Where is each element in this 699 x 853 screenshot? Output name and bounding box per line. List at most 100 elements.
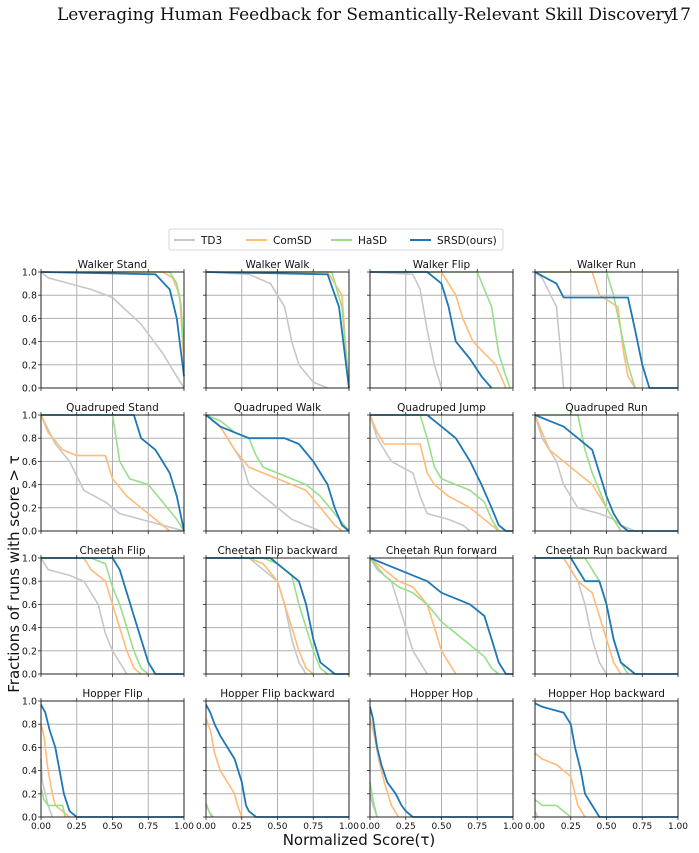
panel-hopper-flip-backward: Hopper Flip backward 0.00 0.25 0.50 0.75 1.00 [196, 688, 359, 832]
x-tick-label: 0.00 [196, 822, 216, 832]
x-tick-label: 0.75 [138, 822, 158, 832]
x-tick-label: 0.50 [267, 822, 287, 832]
series-line-comsd [41, 557, 142, 675]
series-line-td3 [534, 414, 636, 532]
y-tick-label: 0.8 [22, 577, 37, 588]
series-line-td3 [40, 271, 185, 389]
figure: TD3 ComSD HaSD SRSD(ours) Walker Stand 0.… [5, 228, 688, 849]
panel-title: Cheetah Flip [80, 545, 146, 557]
y-tick-label: 1.0 [22, 411, 37, 422]
legend-label-hasd: HaSD [358, 235, 387, 247]
panel-cheetah-run-forward: Cheetah Run forward [367, 545, 514, 677]
panel-walker-stand: Walker Stand 0.0 0.2 0.4 0.6 0.8 1.0 [22, 259, 185, 395]
x-tick-label: 0.75 [467, 822, 487, 832]
y-tick-label: 0.2 [22, 789, 37, 800]
y-tick-label: 0.2 [22, 646, 37, 657]
series-line-td3 [369, 414, 471, 532]
series-line-td3 [369, 271, 443, 389]
series-line-comsd [206, 557, 314, 675]
series-line-td3 [534, 271, 565, 389]
y-tick-label: 0.6 [22, 314, 37, 325]
x-tick-label: 0.00 [525, 822, 545, 832]
series-line-srsd [206, 557, 349, 675]
x-tick-label: 1.00 [503, 822, 523, 832]
legend: TD3 ComSD HaSD SRSD(ours) [168, 228, 504, 251]
panel-walker-flip: Walker Flip [367, 259, 514, 391]
series-line-hasd [41, 557, 149, 675]
y-tick-label: 0.0 [22, 384, 37, 395]
x-tick-label: 0.50 [431, 822, 451, 832]
y-tick-label: 0.8 [22, 434, 37, 445]
series-line-comsd [534, 752, 586, 818]
panel-title: Quadruped Jump [397, 402, 486, 414]
y-tick-label: 0.0 [22, 813, 37, 824]
series-line-comsd [205, 718, 243, 818]
series-line-comsd [534, 414, 629, 532]
x-tick-label: 1.00 [174, 822, 194, 832]
panel-hopper-hop-backward: Hopper Hop backward 0.00 0.25 0.50 0.75 1.00 [525, 688, 688, 832]
running-title: Leveraging Human Feedback for Semantical… [57, 5, 674, 25]
panel-title: Cheetah Flip backward [217, 545, 337, 557]
series-line-srsd [41, 557, 184, 675]
y-tick-label: 0.4 [22, 337, 37, 348]
y-tick-label: 0.6 [22, 457, 37, 468]
series-line-td3 [369, 557, 428, 675]
y-tick-label: 0.4 [22, 766, 37, 777]
legend-label-td3: TD3 [200, 235, 222, 247]
series-line-hasd [535, 271, 636, 389]
y-tick-label: 0.2 [22, 360, 37, 371]
panel-title: Cheetah Run forward [386, 545, 497, 557]
series-line-srsd [534, 702, 678, 818]
panel-hopper-flip: Hopper Flip 0.0 0.2 0.4 0.6 0.8 1.0 0.00 0.25 0.5… [22, 688, 194, 832]
panel-title: Walker Stand [78, 259, 147, 271]
panel-title: Quadruped Walk [234, 402, 322, 414]
panel-title: Walker Flip [413, 259, 471, 271]
y-axis-label: Fractions of runs with score > τ [5, 455, 23, 692]
y-tick-label: 0.8 [22, 720, 37, 731]
panel-title: Quadruped Stand [66, 402, 159, 414]
y-tick-label: 0.4 [22, 623, 37, 634]
x-axis-label: Normalized Score(τ) [283, 831, 436, 849]
series-line-hasd [534, 798, 572, 818]
series-line-hasd [205, 802, 213, 818]
series-line-comsd [205, 414, 343, 532]
series-line-hasd [370, 271, 511, 389]
panel-quadruped-run: Quadruped Run [532, 402, 679, 534]
y-tick-label: 1.0 [22, 268, 37, 279]
series-line-srsd [205, 271, 350, 389]
series-line-comsd [369, 718, 400, 818]
series-line-srsd [40, 704, 184, 818]
series-line-comsd [370, 271, 507, 389]
panel-walker-walk: Walker Walk [203, 259, 350, 391]
y-tick-label: 0.0 [22, 527, 37, 538]
x-tick-label: 0.25 [67, 822, 87, 832]
page-header: Leveraging Human Feedback for Semantical… [0, 2, 699, 28]
y-tick-label: 0.2 [22, 503, 37, 514]
y-tick-label: 0.4 [22, 480, 37, 491]
panel-title: Cheetah Run backward [546, 545, 668, 557]
panel-title: Hopper Hop backward [548, 688, 665, 700]
y-tick-label: 1.0 [22, 554, 37, 565]
y-tick-label: 0.0 [22, 670, 37, 681]
panel-title: Hopper Flip [82, 688, 143, 700]
panel-cheetah-flip-backward: Cheetah Flip backward [203, 545, 350, 677]
series-line-srsd [370, 271, 493, 389]
series-line-comsd [535, 557, 622, 675]
y-tick-label: 1.0 [22, 697, 37, 708]
panel-quadruped-walk: Quadruped Walk [203, 402, 350, 534]
series-line-srsd [534, 414, 678, 532]
series-line-srsd [369, 706, 513, 818]
x-tick-label: 0.75 [303, 822, 323, 832]
panel-quadruped-jump: Quadruped Jump [367, 402, 514, 534]
y-tick-label: 0.6 [22, 743, 37, 754]
y-tick-label: 0.8 [22, 291, 37, 302]
panel-title: Hopper Hop [410, 688, 473, 700]
x-tick-label: 1.00 [339, 822, 359, 832]
series-line-srsd [205, 414, 350, 532]
series-line-srsd [369, 557, 513, 675]
panel-walker-run: Walker Run [532, 259, 679, 391]
series-line-hasd [206, 557, 329, 675]
x-tick-label: 0.25 [396, 822, 416, 832]
page-number: 17 [669, 5, 691, 25]
panel-title: Hopper Flip backward [220, 688, 334, 700]
